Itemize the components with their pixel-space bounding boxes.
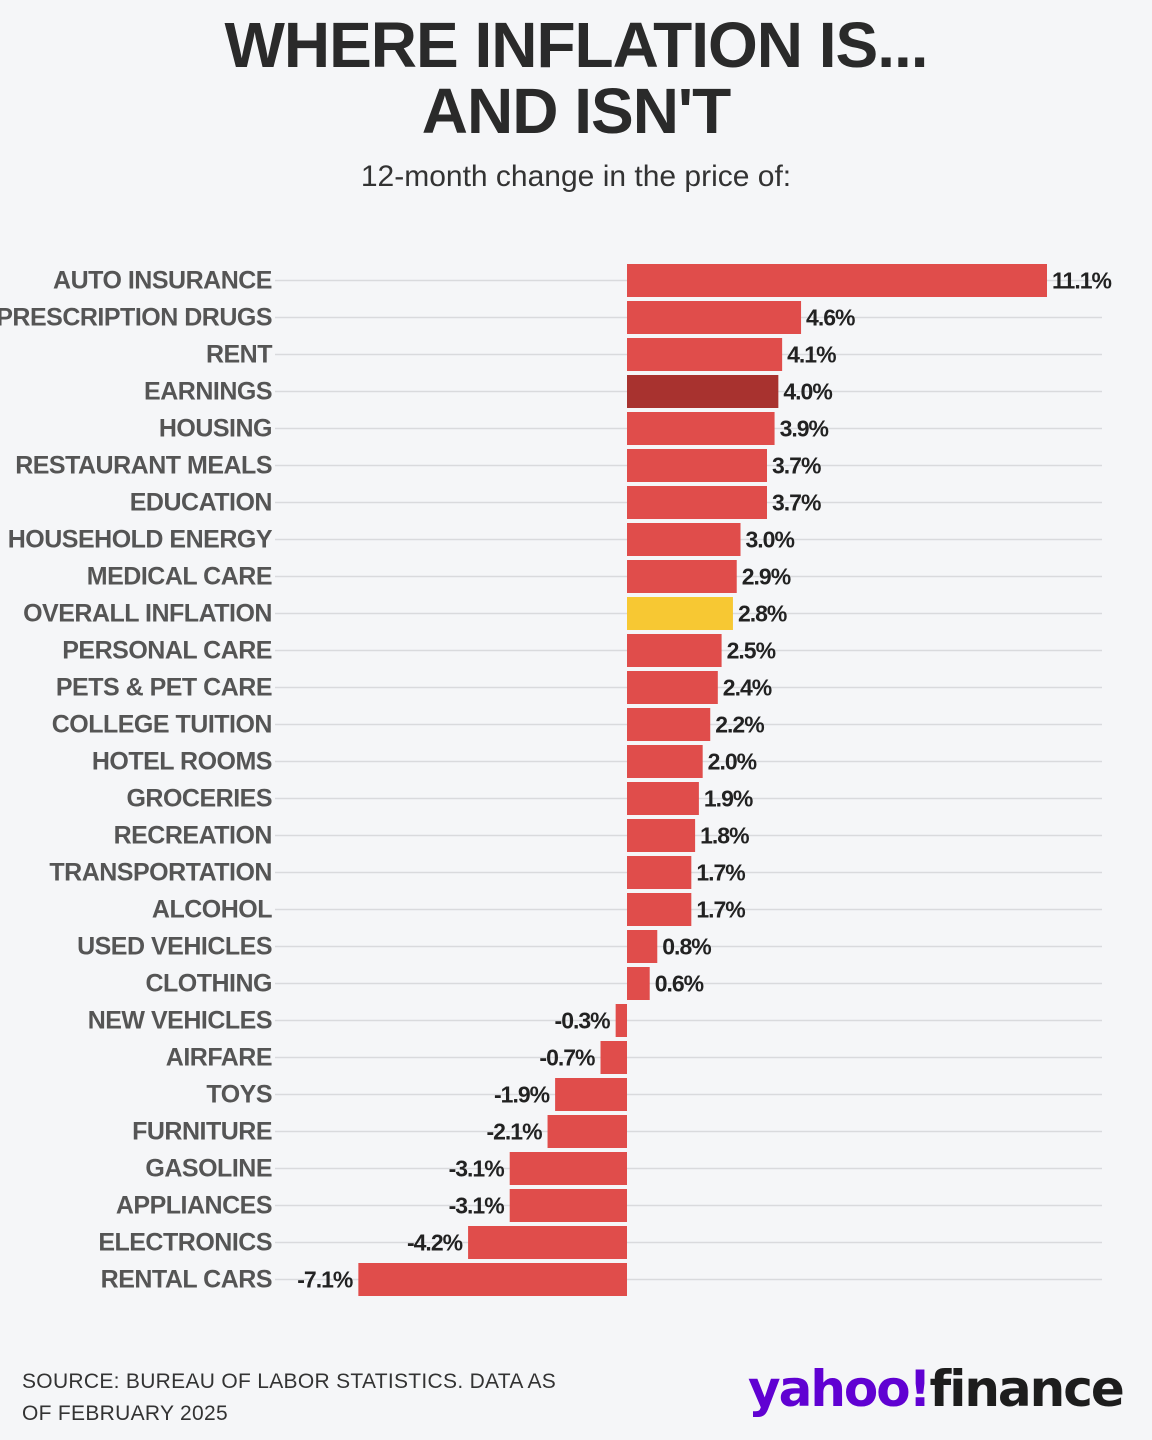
logo-brand: yahoo! [748,1360,931,1418]
chart-subtitle: 12-month change in the price of: [360,160,792,193]
category-label: EDUCATION [130,489,272,517]
value-label: -4.2% [407,1230,463,1256]
value-label: 11.1% [1052,268,1111,294]
bar [627,745,703,778]
category-label: PERSONAL CARE [62,637,272,665]
category-label: PRESCRIPTION DRUGS [0,304,272,332]
category-label: AUTO INSURANCE [53,267,272,295]
logo-product: finance [929,1360,1124,1418]
category-label: RECREATION [114,822,272,850]
bar [627,375,779,408]
bar [627,893,692,926]
value-label: -7.1% [297,1267,353,1293]
bar [627,486,767,519]
bar [627,930,658,963]
value-label: 2.5% [727,638,776,664]
bar [627,301,802,334]
category-label: NEW VEHICLES [88,1007,272,1035]
category-label: RESTAURANT MEALS [15,452,272,480]
bars [358,264,1047,1296]
value-label: 2.8% [738,601,787,627]
value-label: -3.1% [449,1156,505,1182]
bar [509,1152,627,1185]
source-line-1: SOURCE: BUREAU OF LABOR STATISTICS. DATA… [22,1370,557,1393]
category-label: GROCERIES [126,785,272,813]
value-label: 0.6% [655,971,704,997]
category-label: HOTEL ROOMS [92,748,272,776]
category-label: APPLIANCES [116,1192,272,1220]
bar [627,523,741,556]
value-label: 3.9% [780,416,829,442]
category-label: RENTAL CARS [101,1266,272,1294]
source-note: SOURCE: BUREAU OF LABOR STATISTICS. DATA… [22,1366,622,1430]
category-label: USED VEHICLES [77,933,272,961]
category-label: PETS & PET CARE [56,674,272,702]
bar [627,634,722,667]
category-label: FURNITURE [132,1118,272,1146]
category-label: OVERALL INFLATION [23,600,272,628]
category-label: TOYS [206,1081,272,1109]
category-label: COLLEGE TUITION [52,711,272,739]
bar [555,1078,627,1111]
bar [627,671,718,704]
category-label: HOUSEHOLD ENERGY [8,526,273,554]
category-label: TRANSPORTATION [49,859,272,887]
bar [627,412,775,445]
category-label: AIRFARE [166,1044,272,1072]
value-label: 4.0% [783,379,832,405]
bar [627,708,711,741]
value-label: 4.1% [787,342,836,368]
value-label: -3.1% [449,1193,505,1219]
category-labels: AUTO INSURANCE PRESCRIPTION DRUGS RENT EARN… [0,267,273,1294]
bar [627,264,1047,297]
value-label: 0.8% [662,934,711,960]
bar [627,967,650,1000]
title-line-2: AND ISN'T [421,75,731,147]
bar [627,856,692,889]
bar [468,1226,627,1259]
title-line-1: WHERE INFLATION IS... [224,9,928,81]
value-labels: 11.1% 4.6% 4.1% 4.0% 3.9% 3.7% 3.7% 3.0% 2.9% 2.8… [297,268,1112,1293]
value-label: 1.7% [696,860,745,886]
bar [358,1263,627,1296]
value-label: 1.9% [704,786,753,812]
bar [547,1115,627,1148]
value-label: -2.1% [486,1119,542,1145]
bar [627,449,767,482]
bar-chart: AUTO INSURANCE PRESCRIPTION DRUGS RENT EARN… [0,264,1112,1296]
value-label: 3.7% [772,453,821,479]
bar [627,819,696,852]
value-label: 2.0% [708,749,757,775]
category-label: ELECTRONICS [98,1229,272,1257]
bar [509,1189,627,1222]
category-label: CLOTHING [145,970,272,998]
category-label: ALCOHOL [152,896,272,924]
bar [627,597,733,630]
category-label: RENT [206,341,272,369]
value-label: 4.6% [806,305,855,331]
category-label: MEDICAL CARE [87,563,272,591]
value-label: -0.3% [555,1008,611,1034]
category-label: GASOLINE [145,1155,272,1183]
value-label: 3.0% [746,527,795,553]
value-label: 1.8% [700,823,749,849]
bar [600,1041,627,1074]
value-label: 2.2% [715,712,764,738]
value-label: 3.7% [772,490,821,516]
source-line-2: OF FEBRUARY 2025 [22,1402,228,1425]
bar [627,560,737,593]
bar [615,1004,627,1037]
yahoo-finance-logo: yahoo!finance [748,1360,1125,1418]
chart-title: WHERE INFLATION IS... AND ISN'T [0,12,1152,144]
bar [627,338,783,371]
value-label: -0.7% [539,1045,595,1071]
value-label: 1.7% [696,897,745,923]
category-label: HOUSING [159,415,272,443]
value-label: 2.9% [742,564,791,590]
value-label: 2.4% [723,675,772,701]
bar [627,782,699,815]
value-label: -1.9% [494,1082,550,1108]
category-label: EARNINGS [144,378,272,406]
